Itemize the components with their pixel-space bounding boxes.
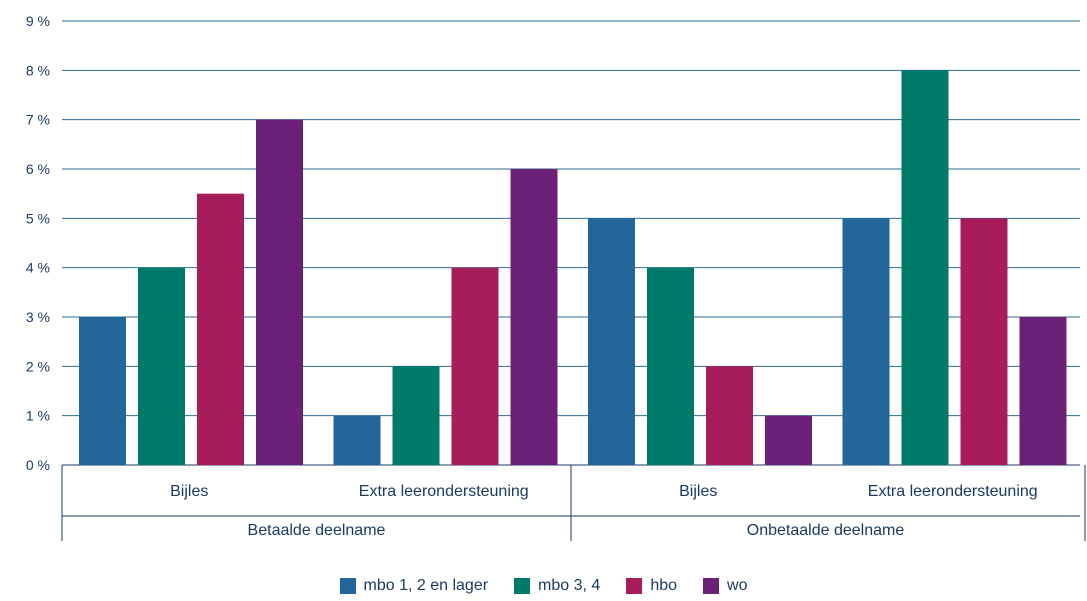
bar — [392, 366, 440, 465]
bar — [647, 267, 694, 465]
y-tick-label: 4 % — [26, 260, 50, 276]
y-axis-tick-labels: 0 % 1 % 2 % 3 % 4 % 5 % 6 % 7 % 8 % 9 % — [26, 13, 50, 473]
x-group-label: Onbetaalde deelname — [747, 522, 905, 539]
y-tick-label: 0 % — [26, 457, 50, 473]
y-tick-label: 3 % — [26, 309, 50, 325]
y-tick-label: 8 % — [26, 62, 50, 78]
bar — [510, 169, 558, 465]
bar — [256, 119, 303, 466]
bar — [333, 415, 381, 465]
y-tick-label: 5 % — [26, 210, 50, 226]
y-tick-label: 2 % — [26, 358, 50, 374]
bars — [79, 70, 1067, 466]
bar — [451, 267, 499, 465]
bar — [901, 70, 949, 465]
bar — [706, 366, 753, 465]
x-category-label: Extra leerondersteuning — [359, 483, 529, 500]
bar — [79, 317, 126, 465]
legend-label: mbo 3, 4 — [538, 577, 601, 594]
legend-label: hbo — [650, 577, 678, 594]
bar — [765, 415, 812, 465]
x-category-label: Extra leerondersteuning — [868, 483, 1038, 500]
bar — [197, 193, 244, 465]
y-tick-label: 7 % — [26, 112, 50, 128]
legend-item: hbo — [626, 577, 677, 595]
legend-swatch — [626, 578, 643, 594]
legend-swatch — [514, 578, 531, 594]
x-group-label: Betaalde deelname — [248, 522, 386, 539]
x-category-label: Bijles — [170, 483, 208, 500]
legend-label: mbo 1, 2 en lager — [363, 577, 489, 594]
bar — [588, 218, 635, 465]
bar — [138, 267, 185, 465]
bar — [960, 218, 1008, 465]
legend-swatch — [703, 578, 720, 594]
x-category-label: Bijles — [679, 483, 717, 500]
legend-item: mbo 3, 4 — [514, 577, 600, 595]
y-tick-label: 6 % — [26, 161, 50, 177]
legend: mbo 1, 2 en lager mbo 3, 4 hbo wo — [0, 577, 1087, 595]
legend-item: wo — [703, 577, 747, 595]
x-axis: Bijles Extra leerondersteuning Betaalde de… — [61, 465, 1086, 541]
y-tick-label: 9 % — [26, 13, 50, 29]
legend-label: wo — [727, 577, 748, 594]
y-tick-label: 1 % — [26, 408, 50, 424]
legend-swatch — [339, 578, 356, 594]
legend-item: mbo 1, 2 en lager — [339, 577, 489, 595]
bar — [842, 218, 890, 465]
bar — [1019, 317, 1067, 465]
